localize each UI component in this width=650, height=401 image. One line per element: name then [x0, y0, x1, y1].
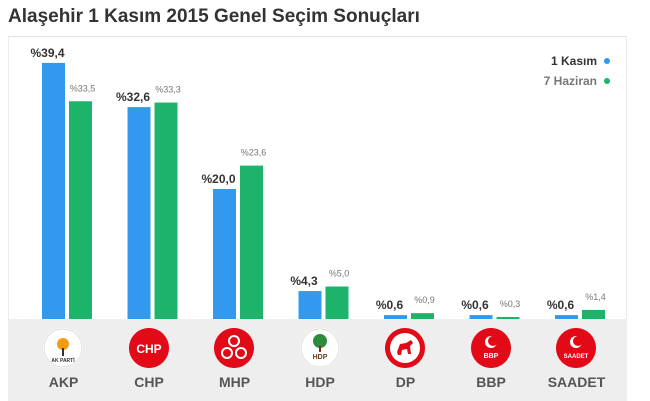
data-label-saadet-7-haziran: %1,4 — [585, 292, 606, 302]
dp-logo-icon — [385, 328, 425, 368]
party-name-saadet: SAADET — [547, 374, 606, 390]
party-name-chp: CHP — [134, 374, 164, 390]
data-label-dp-1-kasim: %0,6 — [376, 298, 404, 312]
hdp-logo-icon: HDP — [299, 328, 340, 368]
data-label-saadet-1-kasim: %0,6 — [547, 298, 575, 312]
legend-label-1-kasim: 1 Kasım — [550, 54, 597, 68]
data-label-bbp-7-haziran: %0,3 — [500, 299, 521, 309]
bar-saadet-1-kasim — [555, 315, 578, 319]
party-hdp: HDP HDP — [278, 319, 363, 401]
party-akp: AK PARTİ AKP — [21, 319, 106, 401]
data-label-mhp-1-kasim: %20,0 — [201, 172, 235, 186]
bar-mhp-7-haziran — [240, 165, 263, 319]
bar-chart: %39,4 %33,5 %32,6 %33,3 %20,0 %23,6 %4,3 %5,0 %0… — [30, 46, 606, 319]
bar-akp-1-kasim — [42, 62, 65, 319]
chart-panel: %39,4 %33,5 %32,6 %33,3 %20,0 %23,6 %4,3 %5,0 %0… — [8, 36, 627, 401]
bar-bbp-7-haziran — [496, 317, 520, 319]
mhp-logo-icon — [214, 328, 254, 368]
party-name-bbp: BBP — [476, 374, 506, 390]
bar-hdp-7-haziran — [325, 286, 349, 319]
chp-logo-icon: CHP — [128, 328, 169, 368]
svg-text:SAADET: SAADET — [564, 354, 589, 360]
bbp-logo-icon: BBP — [470, 328, 511, 368]
party-name-hdp: HDP — [305, 374, 335, 390]
bar-bbp-1-kasim — [469, 315, 493, 319]
party-bbp: BBP BBP — [449, 319, 534, 401]
svg-text:HDP: HDP — [312, 354, 327, 361]
party-name-mhp: MHP — [218, 374, 251, 390]
bar-mhp-1-kasim — [213, 189, 236, 319]
svg-text:BBP: BBP — [483, 353, 498, 360]
party-name-akp: AKP — [48, 374, 79, 390]
data-label-dp-7-haziran: %0,9 — [414, 295, 435, 305]
data-label-chp-7-haziran: %33,3 — [155, 85, 181, 95]
bar-saadet-7-haziran — [582, 309, 605, 319]
page-title: Alaşehir 1 Kasım 2015 Genel Seçim Sonuçl… — [8, 6, 420, 27]
legend-item-7-haziran: 7 Haziran — [544, 71, 610, 91]
chart-legend: 1 Kasım 7 Haziran — [544, 51, 610, 91]
party-dp: DP — [363, 319, 448, 401]
data-label-akp-7-haziran: %33,5 — [70, 83, 96, 93]
svg-text:CHP: CHP — [136, 342, 161, 356]
svg-text:AK PARTİ: AK PARTİ — [51, 357, 75, 364]
bar-hdp-1-kasim — [298, 291, 322, 319]
data-label-mhp-7-haziran: %23,6 — [241, 148, 267, 158]
party-saadet: SAADET SAADET — [534, 319, 619, 401]
legend-label-7-haziran: 7 Haziran — [543, 74, 597, 88]
saadet-logo-icon: SAADET — [556, 328, 596, 368]
data-label-akp-1-kasim: %39,4 — [30, 46, 64, 60]
party-name-dp: DP — [395, 374, 416, 390]
data-label-bbp-1-kasim: %0,6 — [461, 298, 489, 312]
akp-logo-icon: AK PARTİ — [43, 328, 83, 368]
legend-dot-1-kasim — [604, 58, 610, 64]
bar-dp-7-haziran — [411, 313, 434, 319]
bar-dp-1-kasim — [384, 315, 407, 319]
party-chp: CHP CHP — [107, 319, 192, 401]
party-band: AK PARTİ AKP CHP CHP MHP HDP HDP DP BBP BBP SAADET… — [9, 319, 626, 401]
data-label-hdp-1-kasim: %4,3 — [290, 274, 318, 288]
bar-chp-1-kasim — [127, 107, 151, 319]
data-label-hdp-7-haziran: %5,0 — [329, 269, 350, 279]
data-label-chp-1-kasim: %32,6 — [116, 90, 150, 104]
legend-dot-7-haziran — [604, 78, 610, 84]
legend-item-1-kasim: 1 Kasım — [544, 51, 610, 71]
bar-chp-7-haziran — [154, 102, 178, 319]
party-mhp: MHP — [192, 319, 277, 401]
bar-akp-7-haziran — [69, 101, 92, 319]
